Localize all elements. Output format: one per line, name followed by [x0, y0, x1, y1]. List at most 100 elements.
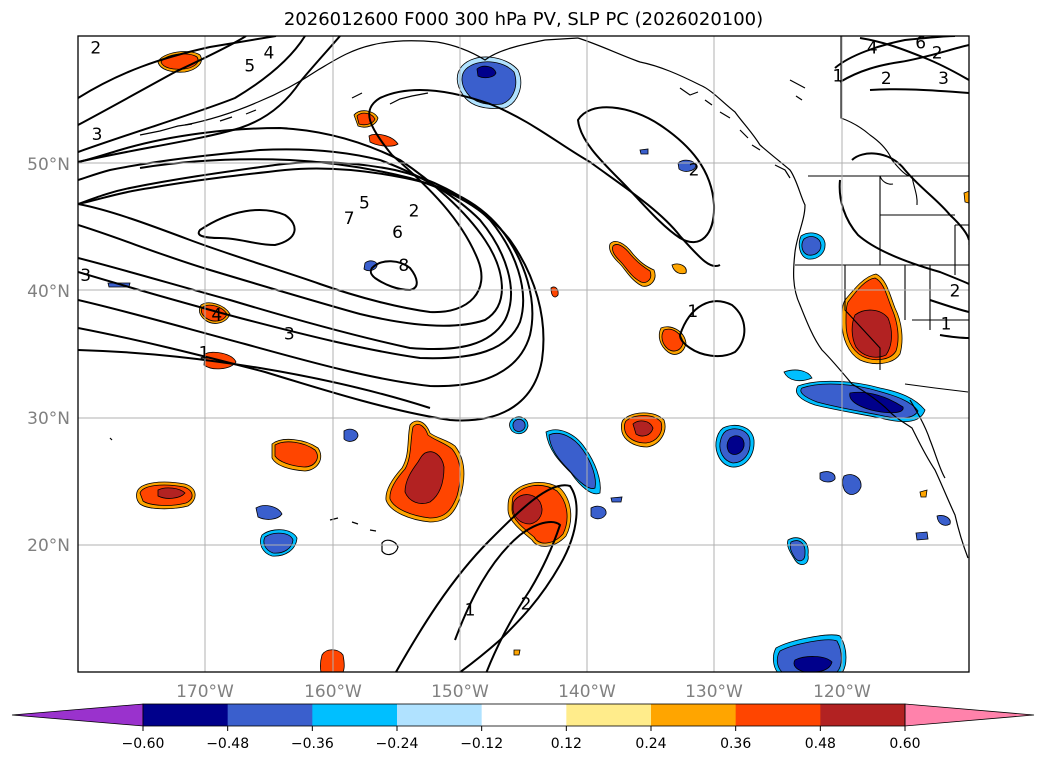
- pv-anomaly-blob: [512, 419, 526, 432]
- slp-contours: [78, 36, 969, 672]
- contour-label: 1: [465, 601, 476, 621]
- pv-anomaly-blob: [639, 148, 649, 155]
- colorbar-tick-label: 0.48: [805, 736, 836, 752]
- colorbar-tick-label: −0.24: [376, 736, 419, 752]
- map-frame: [77, 35, 970, 673]
- contour-label: 5: [359, 194, 370, 214]
- border-usa-mexico: [904, 383, 969, 393]
- slp-contour: [78, 167, 534, 388]
- colorbar-segment: [481, 704, 567, 726]
- slp-contour: [576, 106, 716, 244]
- colorbar-segment: [566, 704, 652, 726]
- slp-contour: [78, 36, 341, 163]
- slp-contour: [197, 209, 296, 247]
- contour-label: 6: [392, 223, 403, 243]
- pv-anomaly-blob: [404, 451, 445, 504]
- contour-label: 4: [264, 44, 275, 64]
- slp-contour: [78, 161, 525, 360]
- colorbar-extend-max: [904, 703, 1035, 727]
- slp-contour: [869, 88, 969, 94]
- alaska-mainland-coast: [436, 37, 579, 61]
- coastlines: [109, 37, 969, 559]
- colorbar-tick-label: −0.36: [291, 736, 334, 752]
- slp-contour: [838, 179, 969, 285]
- colorbar-tick-label: 0.12: [551, 736, 582, 752]
- lat-tick-label: 30°N: [27, 409, 70, 429]
- pv-anomaly-blob: [632, 420, 654, 437]
- pv-anomaly-blob: [726, 435, 745, 455]
- contour-label: 4: [867, 38, 878, 58]
- pv-anomaly-blob: [512, 494, 543, 525]
- colorbar-segment: [735, 704, 821, 726]
- colorbar-tick-label: 0.36: [720, 736, 751, 752]
- alaska-coast: [184, 40, 438, 126]
- pv-anomaly-blob: [548, 433, 596, 489]
- pv-anomaly-blob: [793, 656, 833, 672]
- pv-anomaly-blob: [849, 391, 904, 414]
- colorbar-tick-label: −0.48: [206, 736, 249, 752]
- lon-tick-label: 130°W: [685, 682, 743, 702]
- lon-tick-label: 170°W: [176, 682, 234, 702]
- island-chain: [219, 92, 429, 122]
- contour-label: 5: [244, 56, 255, 76]
- lon-tick-label: 150°W: [431, 682, 489, 702]
- slp-contour: [454, 521, 562, 672]
- contour-label: 2: [881, 69, 892, 89]
- pv-anomaly-blob: [801, 236, 822, 256]
- colorbar-tick-label: 0.60: [889, 736, 920, 752]
- colorbar-segment: [651, 704, 737, 726]
- border-state: [844, 265, 881, 370]
- slp-contour: [78, 126, 503, 327]
- lat-tick-labels: 50°N 40°N 30°N 20°N: [27, 155, 70, 556]
- colorbar-tick-label: 0.24: [635, 736, 666, 752]
- baja-coast: [909, 399, 946, 479]
- contour-label: 7: [344, 209, 355, 229]
- contour-label: 3: [284, 325, 295, 345]
- contour-label: 6: [915, 33, 926, 53]
- contour-label: 1: [941, 314, 952, 334]
- contour-label: 2: [409, 201, 420, 221]
- contour-label: 8: [398, 256, 409, 276]
- pv-anomaly-blob: [550, 286, 559, 298]
- slp-contour: [78, 349, 431, 409]
- colorbar-segment: [143, 704, 229, 726]
- us-west-coast: [792, 251, 969, 559]
- gulf-of-alaska-coast: [577, 37, 806, 253]
- lon-tick-label: 140°W: [558, 682, 616, 702]
- pv-anomaly-blob: [461, 61, 517, 105]
- pv-positive-anomalies: [136, 51, 969, 672]
- chart-title: 2026012600 F000 300 hPa PV, SLP PC (2026…: [283, 9, 764, 30]
- gridlines: [78, 36, 969, 672]
- pv-anomaly-blob: [612, 244, 652, 283]
- contour-label: 2: [950, 281, 961, 301]
- pv-anomaly-blob: [936, 515, 951, 526]
- slp-contour: [851, 152, 969, 241]
- pv-anomaly-blob: [919, 489, 928, 498]
- contour-label: 1: [832, 66, 843, 86]
- pv-anomaly-blob: [274, 441, 318, 468]
- lon-tick-labels: 170°W 160°W 150°W 140°W 130°W 120°W: [176, 682, 871, 702]
- pv-anomaly-blob: [363, 260, 378, 272]
- lat-tick-label: 20°N: [27, 536, 70, 556]
- contour-label: 4: [211, 306, 222, 326]
- lon-tick-label: 120°W: [813, 682, 871, 702]
- contour-label: 2: [521, 594, 532, 614]
- border-state: [879, 175, 894, 185]
- pv-anomaly-blob: [590, 505, 607, 520]
- colorbar: [11, 703, 1035, 727]
- colorbar-tick-label: −0.12: [460, 736, 503, 752]
- pv-anomaly-blob: [157, 487, 186, 499]
- pv-anomaly-blob: [343, 428, 359, 442]
- slp-contour: [78, 148, 512, 351]
- pv-anomaly-blob: [963, 190, 969, 204]
- contour-label: 2: [90, 38, 101, 58]
- colorbar-frame: [142, 703, 906, 727]
- colorbar-segment: [820, 704, 906, 726]
- contour-label: 1: [199, 344, 210, 364]
- colorbar-extend-min: [11, 703, 144, 727]
- pv-anomaly-blob: [819, 471, 836, 483]
- pv-anomaly-blob: [476, 65, 497, 79]
- slp-contour: [678, 300, 746, 358]
